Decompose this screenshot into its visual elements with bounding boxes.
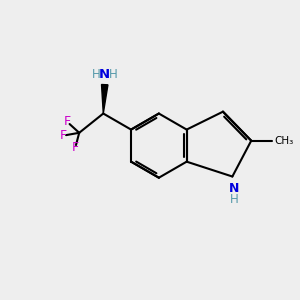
Text: H: H <box>109 68 118 81</box>
Text: H: H <box>92 68 100 81</box>
Text: H: H <box>230 193 238 206</box>
Text: CH₃: CH₃ <box>274 136 294 146</box>
Text: N: N <box>229 182 239 195</box>
Polygon shape <box>101 85 108 113</box>
Text: F: F <box>71 142 78 154</box>
Text: F: F <box>60 129 67 142</box>
Text: N: N <box>99 68 110 81</box>
Text: F: F <box>63 115 70 128</box>
